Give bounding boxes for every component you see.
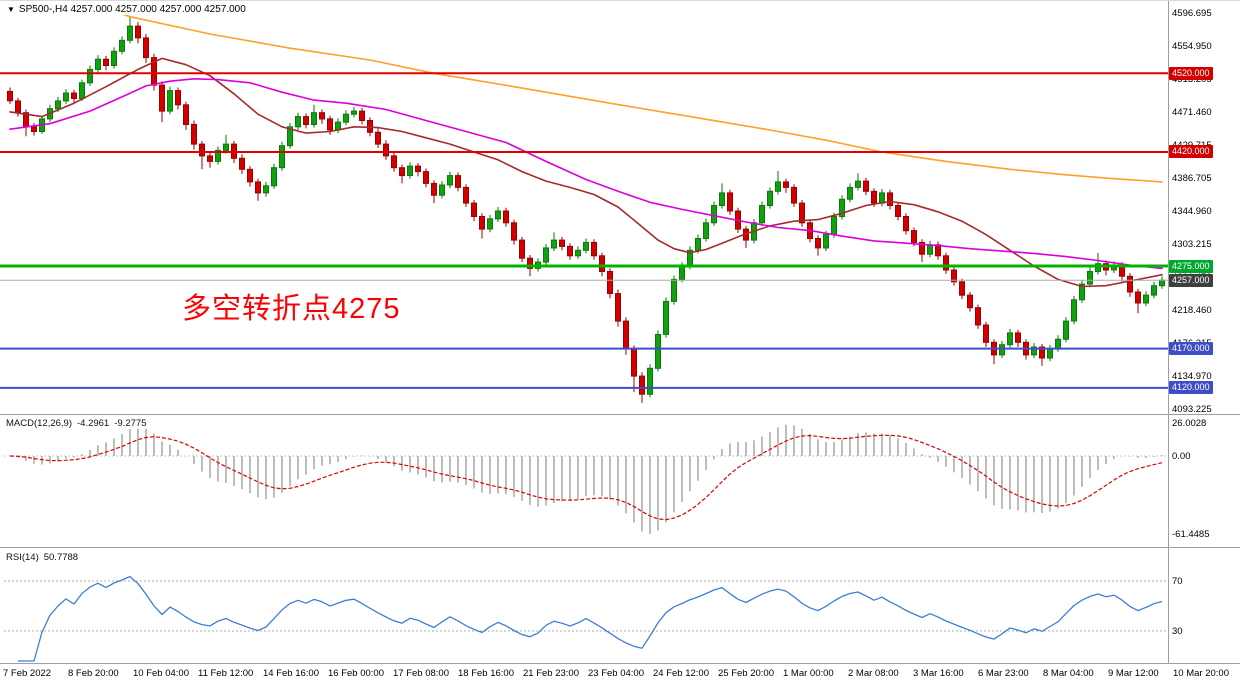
rsi-line: [18, 575, 1163, 662]
support-line-4120-tag: 4120.000: [1169, 381, 1213, 395]
time-axis-label: 8 Mar 04:00: [1043, 668, 1094, 679]
time-axis-label: 2 Mar 08:00: [848, 668, 899, 679]
macd-value-main: -4.2961: [77, 418, 110, 429]
time-axis-label: 16 Feb 00:00: [328, 668, 384, 679]
ma-mid-magenta: [9, 78, 1163, 270]
macd-scale-label: 26.0028: [1172, 418, 1207, 429]
y-axis-label: 4303.215: [1172, 239, 1212, 250]
resistance-line-4520-tag: 4520.000: [1169, 66, 1213, 80]
time-axis-label: 10 Feb 04:00: [133, 668, 189, 679]
y-axis-label: 4596.695: [1172, 8, 1212, 19]
macd-indicator-label: MACD(12,26,9) -4.2961 -9.2775: [6, 418, 152, 429]
time-axis-label: 8 Feb 20:00: [68, 668, 119, 679]
rsi-value: 50.7788: [43, 552, 79, 563]
support-line-4170-tag: 4170.000: [1169, 342, 1213, 356]
rsi-indicator-label: RSI(14) 50.7788: [6, 552, 84, 563]
rsi-scale-label: 70: [1172, 576, 1183, 587]
y-axis-label: 4093.225: [1172, 404, 1212, 415]
resistance-line-4420-tag: 4420.000: [1169, 145, 1213, 159]
rsi-name: RSI(14): [6, 552, 39, 563]
time-axis-label: 7 Feb 2022: [3, 668, 52, 679]
time-axis-label: 10 Mar 20:00: [1173, 668, 1229, 679]
time-axis-label: 11 Feb 12:00: [198, 668, 254, 679]
y-axis-label: 4471.460: [1172, 107, 1212, 118]
time-axis-label: 18 Feb 16:00: [458, 668, 514, 679]
time-axis-label: 23 Feb 04:00: [588, 668, 644, 679]
time-axis-label: 21 Feb 23:00: [523, 668, 579, 679]
symbol-timeframe: SP500-,H4: [18, 4, 68, 15]
macd-value-signal: -9.2775: [114, 418, 147, 429]
y-axis-label: 4554.950: [1172, 41, 1212, 52]
time-axis-label: 9 Mar 12:00: [1108, 668, 1159, 679]
time-axis-label: 6 Mar 23:00: [978, 668, 1029, 679]
rsi-scale-label: 30: [1172, 626, 1183, 637]
time-axis-label: 14 Feb 16:00: [263, 668, 319, 679]
ma-slow-orange: [113, 10, 1163, 183]
macd-signal-line: [9, 434, 1163, 521]
symbol-dropdown-icon[interactable]: ▼: [7, 5, 15, 14]
time-axis-label: 25 Feb 20:00: [718, 668, 774, 679]
y-axis-label: 4386.705: [1172, 173, 1212, 184]
current-price-line-tag: 4257.000: [1169, 273, 1213, 287]
macd-histogram: [17, 424, 1163, 534]
macd-scale-label: 0.00: [1172, 451, 1191, 462]
chart-title: ▼ SP500-,H4 4257.000 4257.000 4257.000 42…: [5, 4, 248, 15]
ohlc-values: 4257.000 4257.000 4257.000 4257.000: [70, 4, 246, 15]
macd-scale-label: -61.4485: [1172, 529, 1210, 540]
time-axis-label: 3 Mar 16:00: [913, 668, 964, 679]
pivot-line-4275-tag: 4275.000: [1169, 259, 1213, 273]
time-axis-label: 1 Mar 00:00: [783, 668, 834, 679]
y-axis-label: 4344.960: [1172, 206, 1212, 217]
ma-fast-dark-red: [9, 57, 1163, 288]
chart-annotation-text[interactable]: 多空转折点4275: [182, 293, 401, 325]
y-axis-label: 4134.970: [1172, 371, 1212, 382]
time-axis-label: 24 Feb 12:00: [653, 668, 709, 679]
y-axis-label: 4218.460: [1172, 305, 1212, 316]
macd-name: MACD(12,26,9): [6, 418, 72, 429]
time-axis-label: 17 Feb 08:00: [393, 668, 449, 679]
